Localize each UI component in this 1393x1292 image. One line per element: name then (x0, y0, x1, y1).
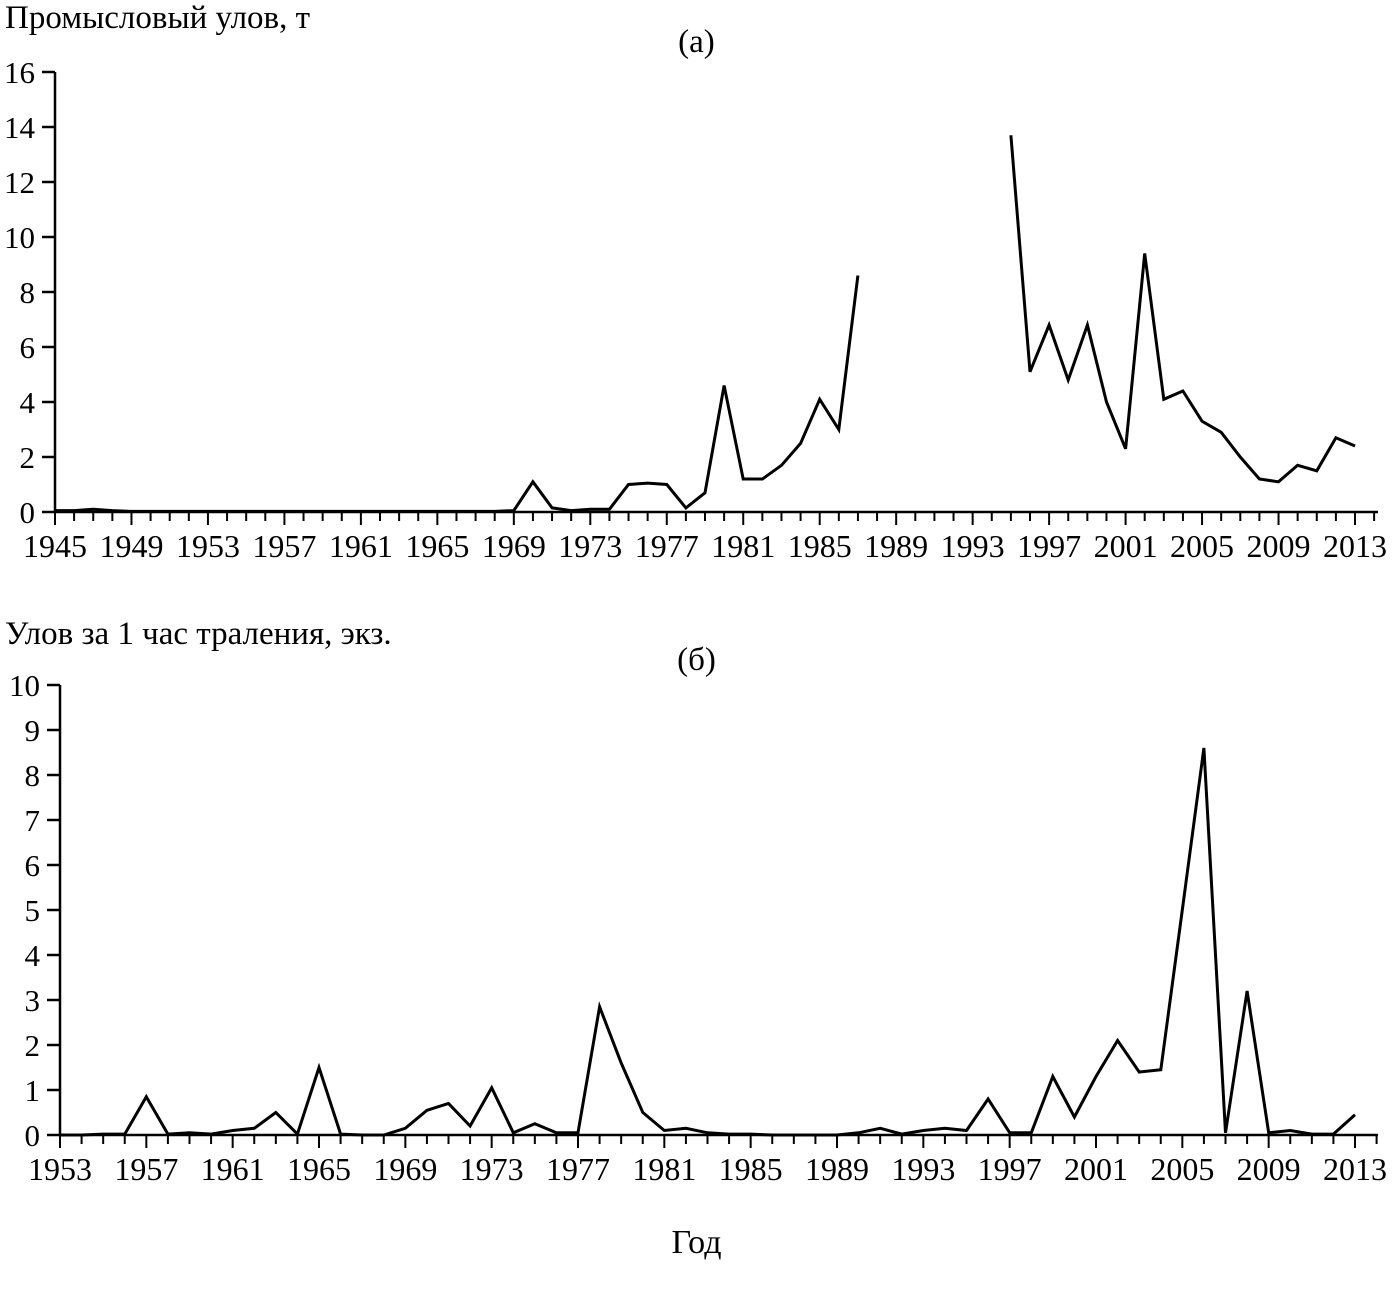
chart-b-y-axis-title: Улов за 1 час траления, экз. (5, 616, 392, 652)
x-axis-label: Год (671, 1224, 722, 1261)
x-tick-label: 2013 (1323, 528, 1387, 564)
y-tick-label: 9 (25, 713, 41, 748)
y-tick-label: 3 (25, 983, 41, 1018)
x-tick-label: 1985 (788, 528, 852, 564)
x-tick-label: 2009 (1237, 1151, 1301, 1187)
y-tick-label: 0 (20, 495, 36, 530)
x-tick-label: 1977 (546, 1151, 610, 1187)
x-tick-label: 1969 (373, 1151, 437, 1187)
x-tick-label: 2001 (1064, 1151, 1128, 1187)
x-tick-label: 1973 (460, 1151, 524, 1187)
chart-a-panel-label: (а) (678, 24, 715, 60)
x-tick-label: 1957 (114, 1151, 178, 1187)
x-tick-label: 1985 (719, 1151, 783, 1187)
y-tick-label: 6 (25, 848, 41, 883)
y-tick-label: 4 (25, 938, 41, 973)
chart-b-plot-area: 0 1 2 3 4 5 6 7 8 9 10 1953 1957 1961 1965 1969 1973 1977… (9, 672, 1387, 1187)
y-tick-label: 0 (25, 1118, 41, 1153)
x-tick-label: 2001 (1094, 528, 1158, 564)
series-line (60, 747, 1356, 1137)
y-tick-label: 12 (4, 165, 35, 200)
y-tick-label: 2 (20, 440, 36, 475)
x-tick-label: 1997 (978, 1151, 1042, 1187)
series-line (55, 135, 1356, 513)
x-tick-label: 2009 (1247, 528, 1311, 564)
x-tick-label: 2013 (1323, 1151, 1387, 1187)
x-tick-label: 1981 (632, 1151, 696, 1187)
x-tick-label: 1953 (176, 528, 240, 564)
x-tick-label: 2005 (1150, 1151, 1214, 1187)
y-tick-label: 10 (9, 672, 40, 703)
x-tick-label: 1989 (864, 528, 928, 564)
x-tick-label: 1977 (635, 528, 699, 564)
y-tick-label: 2 (25, 1028, 41, 1063)
x-tick-label: 1961 (201, 1151, 265, 1187)
chart-b-panel-label: (б) (677, 642, 716, 678)
y-tick-label: 8 (25, 758, 41, 793)
x-tick-label: 1981 (711, 528, 775, 564)
y-tick-label: 10 (4, 220, 35, 255)
y-tick-label: 4 (20, 385, 36, 420)
x-tick-label: 1953 (28, 1151, 92, 1187)
x-tick-label: 1997 (1017, 528, 1081, 564)
x-tick-label: 1989 (805, 1151, 869, 1187)
y-tick-label: 6 (20, 330, 36, 365)
chart-a-y-axis-title: Промысловый улов, т (5, 0, 311, 36)
chart-a-plot-area: 0 2 4 6 8 10 12 14 16 1945 1949 1953 1957 1961 1965 196… (4, 58, 1387, 564)
x-tick-label: 1945 (23, 528, 87, 564)
x-tick-label: 1949 (99, 528, 163, 564)
y-tick-label: 8 (20, 275, 36, 310)
x-tick-label: 1973 (558, 528, 622, 564)
y-tick-label: 16 (4, 58, 35, 90)
x-tick-label: 1993 (941, 528, 1005, 564)
x-tick-label: 1969 (482, 528, 546, 564)
x-tick-label: 2005 (1170, 528, 1234, 564)
x-tick-label: 1993 (891, 1151, 955, 1187)
x-tick-label: 1957 (252, 528, 316, 564)
y-tick-label: 7 (25, 803, 41, 838)
x-tick-label: 1965 (405, 528, 469, 564)
y-tick-label: 1 (25, 1073, 41, 1108)
x-tick-label: 1961 (329, 528, 393, 564)
x-tick-label: 1965 (287, 1151, 351, 1187)
y-tick-label: 5 (25, 893, 41, 928)
y-tick-label: 14 (4, 110, 36, 145)
